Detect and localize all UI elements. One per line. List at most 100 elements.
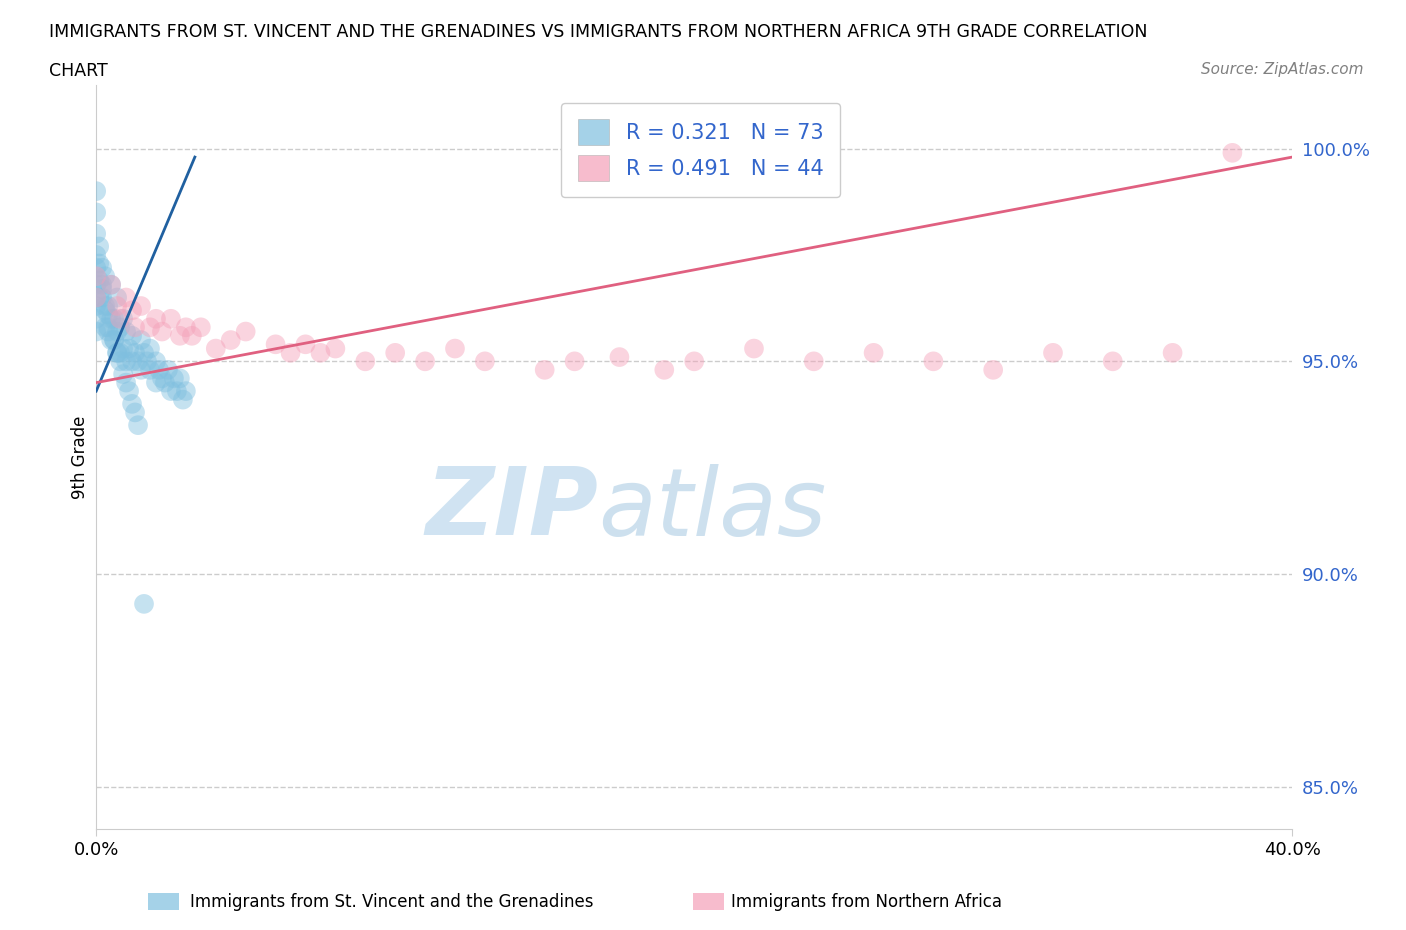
Point [444, 341, 467, 356]
Text: ZIP: ZIP [426, 463, 599, 555]
Point [84, 325, 107, 339]
Point [84, 205, 107, 219]
Point [97, 320, 120, 335]
Point [235, 325, 257, 339]
Point [112, 341, 135, 356]
Point [115, 325, 138, 339]
Text: atlas: atlas [599, 464, 827, 554]
Point [108, 354, 131, 369]
Point [121, 396, 143, 411]
Point [533, 363, 555, 378]
Point [803, 354, 825, 369]
Point [174, 384, 197, 399]
Point [1101, 354, 1123, 369]
Point [108, 312, 131, 326]
Point [121, 354, 143, 369]
Point [922, 354, 945, 369]
Point [564, 354, 586, 369]
Point [118, 341, 141, 356]
Point [94, 299, 117, 313]
Point [309, 345, 332, 360]
Point [129, 363, 152, 378]
Point [325, 341, 347, 356]
Point [91, 290, 114, 305]
Point [84, 269, 107, 284]
Point [100, 277, 122, 292]
Point [384, 345, 406, 360]
Point [105, 345, 128, 360]
Point [105, 290, 128, 305]
Point [115, 375, 138, 390]
Point [124, 320, 146, 335]
Point [103, 333, 125, 348]
Point [127, 418, 149, 432]
Point [163, 371, 186, 386]
Point [118, 384, 141, 399]
Point [105, 299, 128, 313]
Point [139, 363, 162, 378]
Point [169, 328, 191, 343]
Point [280, 345, 302, 360]
Point [354, 354, 377, 369]
Text: IMMIGRANTS FROM ST. VINCENT AND THE GRENADINES VS IMMIGRANTS FROM NORTHERN AFRIC: IMMIGRANTS FROM ST. VINCENT AND THE GREN… [49, 23, 1147, 41]
Point [683, 354, 706, 369]
Point [97, 299, 120, 313]
Point [609, 350, 631, 365]
Point [474, 354, 496, 369]
Point [139, 341, 162, 356]
Point [219, 333, 242, 348]
Point [112, 366, 135, 381]
Point [97, 307, 120, 322]
Point [97, 325, 120, 339]
Point [156, 363, 179, 378]
Point [91, 277, 114, 292]
Point [84, 184, 107, 199]
Point [190, 320, 212, 335]
Point [981, 363, 1004, 378]
Point [413, 354, 436, 369]
Text: Immigrants from St. Vincent and the Grenadines: Immigrants from St. Vincent and the Gren… [190, 893, 593, 911]
Point [100, 333, 122, 348]
Legend: R = 0.321   N = 73, R = 0.491   N = 44: R = 0.321 N = 73, R = 0.491 N = 44 [561, 102, 839, 197]
Point [862, 345, 884, 360]
Point [84, 226, 107, 241]
Point [108, 345, 131, 360]
Point [132, 345, 155, 360]
Point [180, 328, 202, 343]
Point [1222, 145, 1244, 160]
Point [94, 320, 117, 335]
Point [136, 354, 159, 369]
Point [1161, 345, 1184, 360]
Point [112, 312, 135, 326]
Point [89, 256, 111, 271]
Point [160, 384, 183, 399]
Point [124, 405, 146, 419]
Point [105, 345, 128, 360]
Point [108, 320, 131, 335]
Point [264, 337, 287, 352]
Point [174, 320, 197, 335]
Text: Immigrants from Northern Africa: Immigrants from Northern Africa [731, 893, 1002, 911]
Point [153, 375, 176, 390]
Point [115, 354, 138, 369]
Y-axis label: 9th Grade: 9th Grade [72, 416, 89, 498]
Point [132, 596, 155, 611]
Point [84, 290, 107, 305]
Point [94, 269, 117, 284]
Point [145, 375, 167, 390]
Point [166, 384, 188, 399]
Point [103, 333, 125, 348]
Point [139, 320, 162, 335]
Point [84, 299, 107, 313]
Point [100, 312, 122, 326]
Point [124, 345, 146, 360]
Point [145, 354, 167, 369]
Point [129, 333, 152, 348]
Point [172, 392, 194, 407]
Point [94, 303, 117, 318]
Point [121, 303, 143, 318]
Point [84, 312, 107, 326]
Point [121, 328, 143, 343]
Point [169, 371, 191, 386]
Point [91, 282, 114, 297]
